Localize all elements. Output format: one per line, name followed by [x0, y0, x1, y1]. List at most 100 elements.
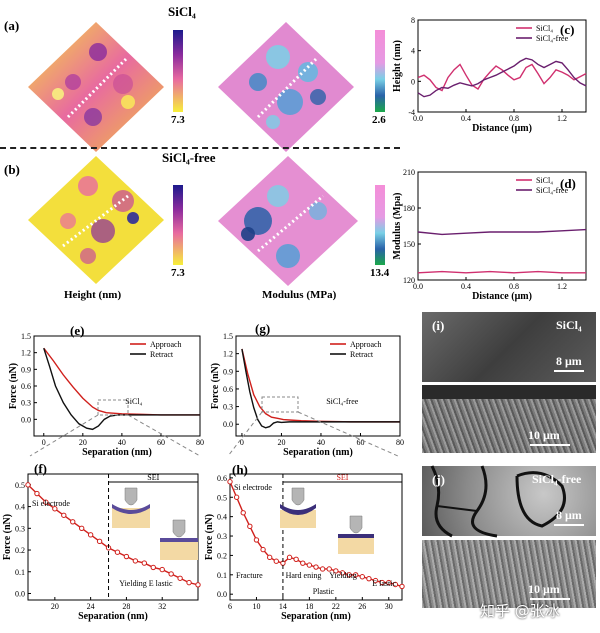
y-tick-label: 0.3 [217, 532, 227, 541]
data-point [326, 566, 332, 572]
plot-frame-f [27, 473, 199, 601]
x-tick-label: 0.4 [461, 114, 471, 123]
data-point [379, 579, 385, 586]
y-tick-label: 0.5 [15, 481, 25, 490]
sem-i-label: SiCl₄ [556, 318, 582, 332]
y-tick-label: 8 [411, 16, 415, 25]
x-tick-label: 14 [279, 602, 287, 611]
x-tick-label: 20 [79, 438, 87, 447]
sem-i-scale-bar-bottom [530, 444, 570, 446]
y-tick-label: 0.5 [217, 493, 227, 502]
data-point [300, 560, 306, 566]
colorbar-a-height-max: 7.3 [171, 114, 185, 126]
x-tick-label: 40 [118, 438, 126, 447]
plastic-label: Plastic [313, 587, 335, 596]
data-point [399, 583, 405, 590]
legend-entry: SiCl₄-free [536, 34, 569, 43]
colorbar-b-modulus-max: 13.4 [370, 267, 390, 279]
data-point [392, 581, 399, 588]
si-electrode-label: Si electrode [32, 499, 70, 508]
x-tick-label: 60 [157, 438, 165, 447]
panel-label-f: (f) [34, 461, 47, 476]
x-tick-label: 1.2 [557, 282, 567, 291]
data-point [78, 525, 85, 532]
data-point [386, 579, 392, 586]
x-tick-label: 0 [42, 438, 46, 447]
y-tick-label: 4 [411, 47, 415, 56]
y-tick-label: 1.5 [223, 332, 233, 341]
elastic-label: E lastic [372, 579, 396, 588]
elastic-label: E lastic [149, 579, 173, 588]
y-tick-label: 0.2 [15, 546, 25, 555]
title-sicl4: SiCl₄ [168, 4, 196, 19]
height-map-a [28, 22, 164, 152]
sem-i-bottom-top-band [422, 385, 596, 399]
chart-annotation: SiCl₄-free [326, 397, 359, 406]
data-point [286, 554, 293, 561]
si-electrode-label: Si electrode [234, 483, 272, 492]
indent-icon-f1 [112, 487, 150, 528]
sem-j-label: SiCl₄-free [532, 472, 582, 486]
x-tick-label: 10 [252, 602, 260, 611]
sem-j-cracks [430, 465, 566, 538]
x-axis-label: Distance (μm) [472, 123, 532, 134]
data-point [123, 553, 130, 560]
panel-label-c: (c) [560, 22, 575, 37]
data-point [313, 564, 319, 570]
legend-entry: Retract [350, 350, 374, 359]
x-tick-label: 20 [277, 438, 285, 447]
indent-icon-h2 [338, 515, 374, 554]
y-axis-label: Force (nN) [2, 514, 13, 560]
colorbar-b-height-max: 7.3 [171, 267, 185, 279]
data-point [227, 479, 233, 485]
data-point [352, 572, 359, 578]
data-point [96, 538, 103, 545]
y-tick-label: 0.0 [223, 420, 233, 429]
plot-frame-d [417, 171, 587, 281]
hardening-label: Hard ening [286, 571, 322, 580]
data-point [177, 575, 183, 581]
y-tick-label: 0.0 [217, 590, 227, 599]
y-tick-label: 0.1 [15, 568, 25, 577]
y-tick-label: 0.3 [15, 524, 25, 533]
x-tick-label: 60 [356, 438, 364, 447]
x-tick-label: 80 [396, 438, 404, 447]
data-point [260, 546, 266, 553]
legend-entry: SiCl₄-free [536, 186, 569, 195]
xlabel-modulus: Modulus (MPa) [262, 289, 337, 301]
x-tick-label: 20 [51, 602, 59, 611]
series-line-1 [241, 348, 400, 429]
y-tick-label: 150 [403, 240, 415, 249]
data-point [333, 568, 339, 574]
data-point [150, 564, 156, 571]
data-point [186, 579, 192, 586]
panel-label-b: (b) [4, 162, 20, 177]
data-point [240, 510, 246, 516]
data-point [43, 499, 49, 505]
y-tick-label: 1.2 [223, 350, 233, 359]
y-tick-label: 210 [403, 168, 415, 177]
data-point [25, 482, 31, 488]
y-axis-label: Force (nN) [210, 363, 221, 409]
data-point [132, 558, 139, 564]
panel-label-i: (i) [432, 318, 445, 333]
data-point [253, 537, 260, 543]
data-point [70, 519, 76, 525]
sem-j-scale-top: 8 μm [556, 508, 582, 522]
y-tick-label: 1.2 [21, 349, 31, 358]
modulus-map-b [218, 156, 358, 286]
x-tick-label: 32 [158, 602, 166, 611]
panel-label-e: (e) [70, 323, 85, 338]
chart-annotation: SiCl₄ [125, 397, 142, 406]
data-point [273, 558, 280, 564]
x-tick-label: 24 [87, 602, 95, 611]
panel-label-d: (d) [560, 176, 576, 191]
indent-icon-h1 [280, 487, 316, 528]
x-tick-label: 40 [317, 438, 325, 447]
